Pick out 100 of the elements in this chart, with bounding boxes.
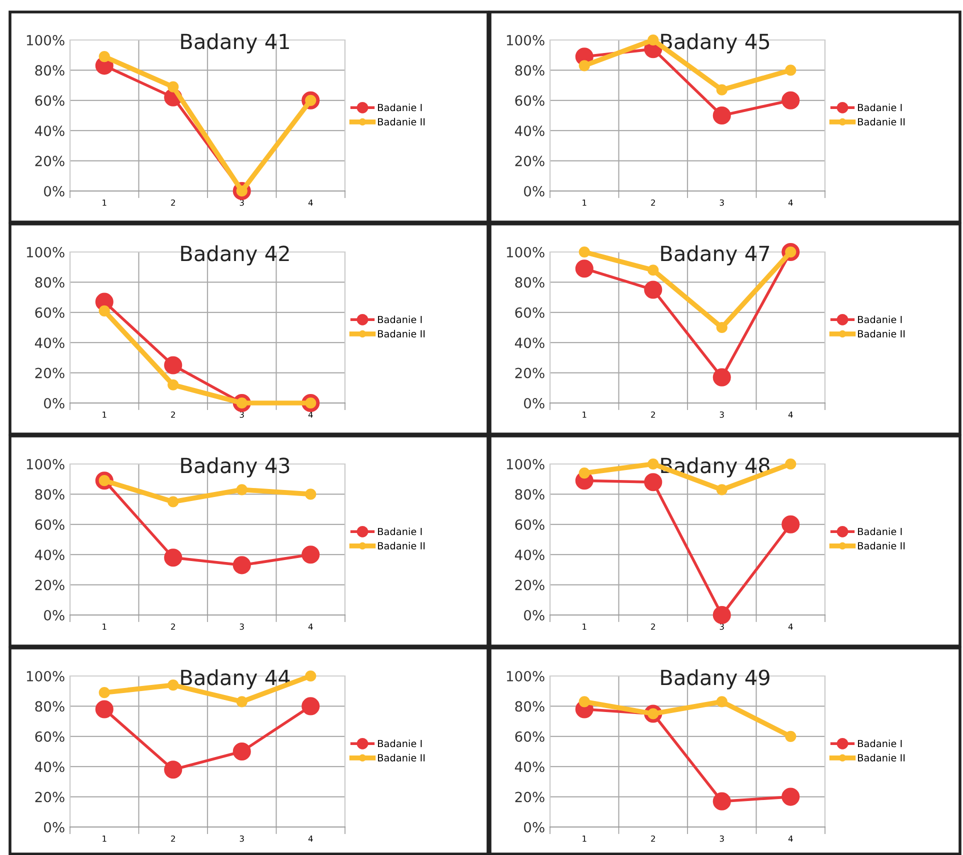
point [168,680,179,691]
y-tick-label: 0% [44,610,64,620]
point [236,484,248,496]
y-tick-label: 20% [35,580,64,590]
x-tick-label: 4 [308,200,313,206]
y-tick-label: 0% [44,398,64,408]
y-tick-label: 60% [515,307,544,318]
chart-title: Badany 42 [181,245,289,266]
y-tick-label: 20% [515,792,544,802]
point [712,792,731,810]
legend-label: Badanie I [378,528,422,536]
point [716,322,728,334]
x-tick-label: 2 [651,199,655,206]
y-tick-label: 40% [34,338,64,348]
y-tick-label: 20% [515,580,544,590]
point [302,697,320,716]
point [95,700,114,718]
point [164,760,182,779]
point [578,246,590,258]
y-tick-label: 80% [35,701,64,712]
point [98,305,110,316]
legend-label: Badanie I [378,740,422,748]
x-tick-label: 2 [171,623,175,630]
x-tick-label: 3 [240,623,244,630]
x-tick-label: 1 [582,624,586,630]
point [578,696,590,708]
y-tick-label: 60% [35,731,64,742]
point [716,84,728,96]
y-tick-label: 60% [35,519,64,530]
y-tick-label: 40% [514,550,544,560]
x-tick-label: 2 [171,199,175,206]
legend-label: Badanie II [858,542,905,550]
y-tick-label: 100% [506,670,544,682]
point [648,264,659,276]
x-tick-label: 2 [171,411,175,418]
point [164,356,182,374]
point [785,730,796,742]
y-tick-label: 40% [34,550,64,560]
x-tick-label: 1 [582,200,586,206]
x-tick-label: 2 [651,411,655,418]
point [648,34,659,46]
legend-label: Badanie II [858,118,905,126]
y-tick-label: 80% [515,701,544,712]
x-tick-label: 2 [171,835,175,842]
y-tick-label: 20% [515,368,544,378]
y-tick-label: 100% [26,246,64,258]
y-tick-label: 20% [35,368,64,378]
x-tick-label: 4 [788,624,793,630]
y-tick-label: 20% [35,156,64,166]
legend-label: Badanie II [378,754,425,762]
point [98,51,110,62]
point [168,496,179,508]
y-tick-label: 100% [26,458,64,470]
y-tick-label: 40% [514,762,544,772]
x-tick-label: 1 [582,412,586,418]
y-tick-label: 100% [506,246,544,258]
legend-label: Badanie II [378,330,425,338]
x-tick-label: 3 [720,199,724,206]
x-tick-label: 2 [651,623,655,630]
point [305,488,316,500]
x-tick-label: 1 [102,624,106,630]
x-tick-label: 3 [240,835,244,842]
y-tick-label: 80% [515,65,544,76]
chart-title: Badany 45 [661,33,770,54]
legend-label: Badanie II [378,118,425,126]
y-tick-label: 60% [515,95,544,106]
point [578,60,590,72]
chart-title: Badany 47 [661,245,770,266]
chart-title: Badany 44 [181,669,290,690]
y-tick-label: 80% [35,277,64,288]
point [785,64,796,76]
y-tick-label: 80% [35,65,64,76]
point [716,696,728,708]
point [644,280,662,299]
y-tick-label: 80% [35,489,64,500]
x-tick-label: 3 [240,199,244,206]
y-tick-label: 60% [515,731,544,742]
point [578,468,590,479]
legend-label: Badanie II [378,542,425,550]
legend-label: Badanie I [378,104,422,112]
y-tick-label: 40% [514,126,544,136]
point [232,556,251,574]
point [712,106,731,125]
legend-label: Badanie I [858,740,902,748]
point [782,788,800,806]
x-tick-label: 1 [102,412,106,418]
legend-label: Badanie II [858,330,905,338]
point [644,473,662,492]
point [302,546,320,564]
x-tick-label: 4 [308,624,313,630]
y-tick-label: 20% [515,156,544,166]
y-tick-label: 100% [506,34,544,46]
point [98,687,110,698]
point [232,742,251,761]
y-tick-label: 60% [35,95,64,106]
legend-label: Badanie I [858,528,902,536]
point [164,548,182,567]
x-tick-label: 2 [651,835,655,842]
y-tick-label: 0% [44,186,64,196]
y-tick-label: 40% [34,762,64,772]
